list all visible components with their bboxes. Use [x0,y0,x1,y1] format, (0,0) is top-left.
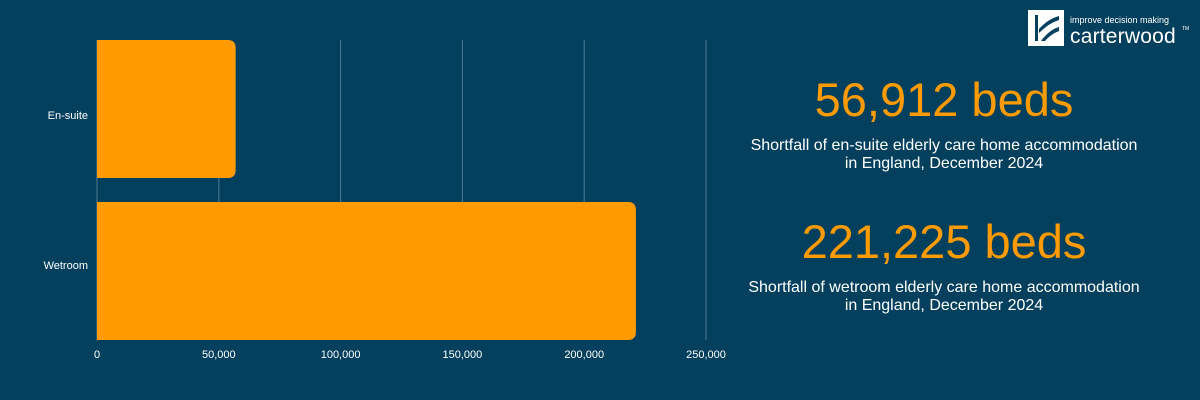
stat-en-suite: 56,912 beds Shortfall of en-suite elderl… [744,76,1144,173]
stat-en-suite-value: 56,912 beds [814,73,1074,126]
bar-chart: 0 50,000 100,000 150,000 200,000 250,000 En-su… [44,40,726,361]
category-label: Wetroom [44,260,88,272]
bar-en-suite [97,40,236,178]
stat-wetroom-description: Shortfall of wetroom elderly care home a… [748,279,1140,314]
x-tick-label: 100,000 [321,349,361,361]
stat-wetroom-value: 221,225 beds [801,215,1087,268]
carterwood-logo-mark-icon [1028,10,1064,46]
stat-wetroom: 221,225 beds Shortfall of wetroom elderl… [744,218,1144,315]
x-tick-label: 50,000 [202,349,236,361]
x-tick-label: 150,000 [443,349,483,361]
stat-en-suite-description: Shortfall of en-suite elderly care home … [750,137,1138,172]
logo-tagline: improve decision making [1070,15,1170,25]
carterwood-logo: improve decision making carterwood TM [1028,10,1190,48]
logo-name: carterwood [1070,25,1176,48]
x-tick-label: 200,000 [564,349,604,361]
x-tick-label: 0 [94,349,100,361]
logo-trademark: TM [1182,26,1190,32]
x-tick-label: 250,000 [686,349,726,361]
category-label: En-suite [48,110,88,122]
bar-wetroom [97,202,636,340]
